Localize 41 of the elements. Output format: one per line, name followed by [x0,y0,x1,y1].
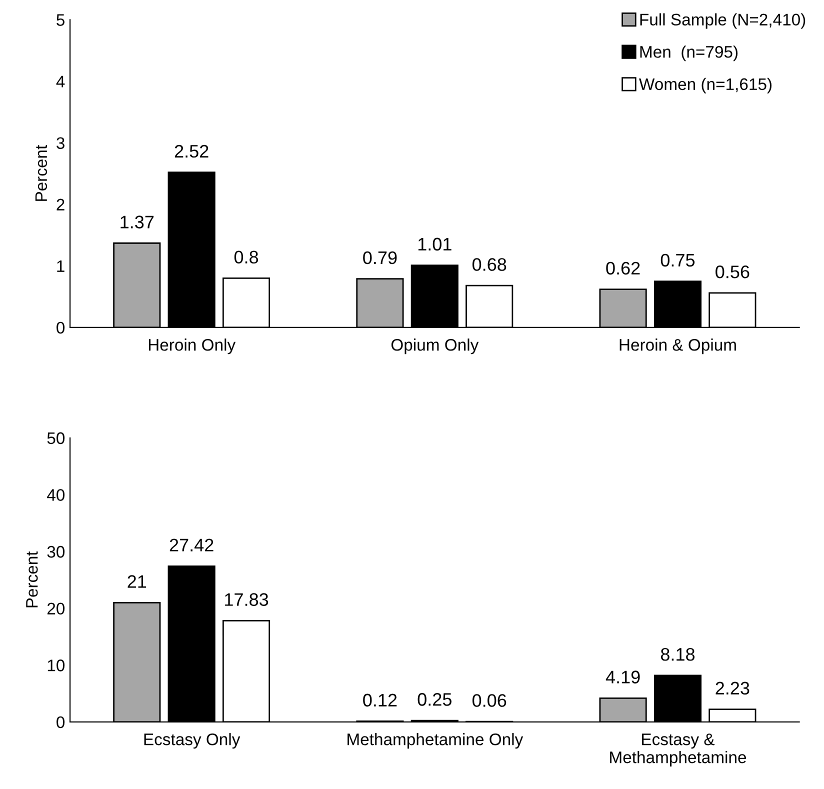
y-axis-title: Percent [35,144,48,201]
y-tick-label: 3 [56,137,64,150]
x-tick-label: Heroin Only [148,338,236,354]
data-label: 8.18 [660,648,695,661]
y-tick-label: 5 [56,14,64,26]
legend-label: Men (n=795) [640,46,738,62]
data-label: 0.25 [418,693,452,706]
data-label: 21 [128,575,146,588]
x-tick-label: Methamphetamine Only [348,733,524,749]
y-tick-label: 0 [56,716,65,728]
y-tick-label: 30 [47,546,65,558]
data-label: 1.01 [418,238,452,251]
x-tick-label: Ecstasy Only [144,733,240,749]
y-tick-label: 1 [57,260,64,272]
y-tick-label: 20 [47,602,65,615]
y-tick-label: 40 [47,489,65,501]
x-tick-label: Heroin & Opium [620,338,736,354]
data-label: 27.42 [170,538,214,552]
y-tick-label: 4 [56,76,65,88]
data-label: 0.12 [363,694,397,707]
data-label: 2.52 [174,144,208,158]
data-label: 0.06 [472,694,506,707]
x-tick-label: Ecstasy & Methamphetamine [610,734,746,767]
legend-label: Women (n=1,615) [639,78,772,94]
data-label: 0.79 [363,251,397,264]
y-axis-title: Percent [26,551,38,608]
data-label: 0.68 [472,258,506,271]
data-label: 1.37 [120,216,154,228]
data-label: 0.75 [660,254,695,267]
data-label: 17.83 [225,593,268,606]
x-tick-label: Opium Only [391,338,479,354]
legend-label: Full Sample (N=2,410) [640,13,806,29]
data-label: 0.62 [606,262,640,275]
data-label: 2.23 [716,682,750,695]
y-tick-label: 2 [56,198,64,210]
y-tick-label: 10 [48,660,65,672]
y-tick-label: 50 [47,432,65,444]
data-label: 4.19 [606,670,640,684]
y-tick-label: 0 [56,322,65,334]
data-label: 0.8 [234,250,258,264]
data-label: 0.56 [716,266,750,278]
